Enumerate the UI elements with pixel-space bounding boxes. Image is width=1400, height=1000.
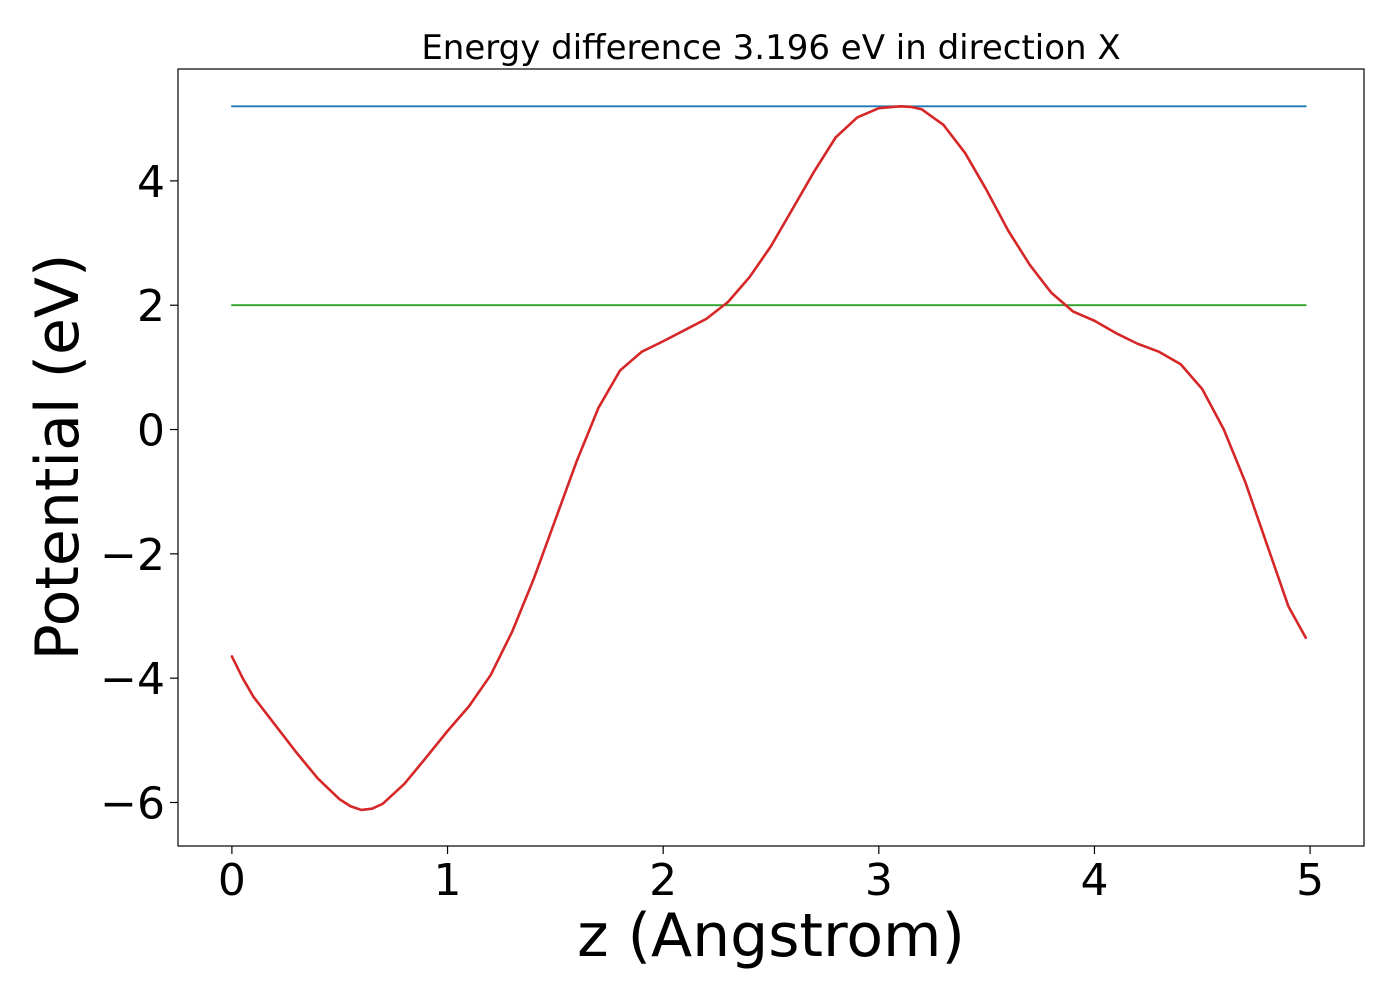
x-axis-label: z (Angstrom) (577, 901, 965, 971)
x-tick-label: 3 (865, 855, 893, 906)
x-tick-label: 4 (1080, 855, 1108, 906)
plot-frame (177, 68, 1365, 847)
y-tick-label: 2 (137, 281, 165, 332)
x-axis-ticks: 0 1 2 3 4 5 (218, 846, 1324, 906)
y-axis-label: Potential (eV) (23, 254, 93, 661)
y-tick-label: −4 (100, 654, 165, 705)
y-tick-label: −6 (100, 778, 165, 829)
chart-title: Energy difference 3.196 eV in direction … (421, 28, 1120, 68)
x-tick-label: 0 (218, 855, 246, 906)
y-tick-label: 4 (137, 157, 165, 208)
x-tick-label: 5 (1296, 855, 1324, 906)
y-axis-ticks: −6 −4 −2 0 2 4 (100, 157, 178, 829)
x-tick-label: 2 (649, 855, 677, 906)
series-line-0 (230, 105, 1308, 812)
series-layer (230, 105, 1308, 812)
y-tick-label: 0 (137, 406, 165, 457)
y-tick-label: −2 (100, 530, 165, 581)
x-tick-label: 1 (434, 855, 462, 906)
